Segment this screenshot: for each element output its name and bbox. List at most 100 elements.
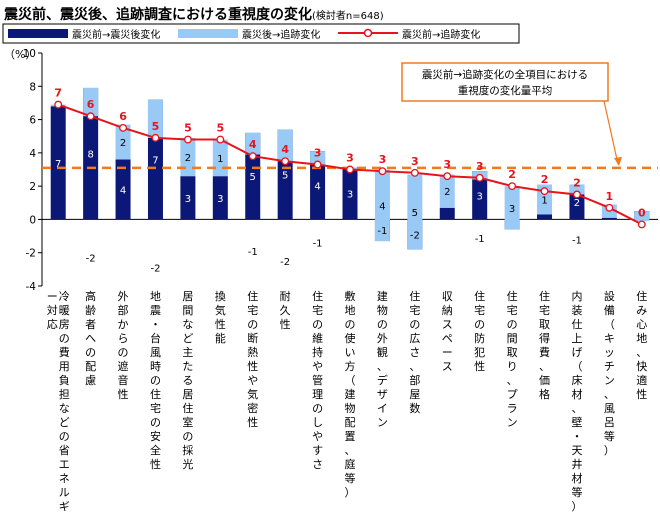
bar-label-series-1: 3 [476, 191, 482, 202]
bar-series-2 [569, 184, 585, 195]
category-label-char: 主 [182, 346, 193, 359]
line-point-series-3 [475, 173, 484, 182]
category-label-char: 高 [85, 289, 96, 303]
category-label-char: 時 [150, 360, 161, 373]
category-label-column: 住み心地、快適性 [636, 289, 647, 401]
category-label-char: ） [604, 444, 615, 457]
category-label-char: 犯 [474, 346, 485, 359]
line-label-series-3: 3 [379, 153, 387, 166]
category-label-char: チ [604, 360, 615, 373]
bar-series-1 [83, 87, 99, 220]
category-label-char: 心 [636, 318, 647, 331]
bar-label-series-2: 2 [120, 138, 126, 149]
category-label-column: 換気性能 [215, 290, 226, 345]
category-label-char: 、 [571, 402, 582, 415]
line-point-series-3 [183, 135, 192, 144]
category-label-char: 取 [539, 318, 550, 331]
bar-series-1 [601, 217, 617, 220]
category-label-char: 住 [182, 401, 193, 415]
annotation-frame [401, 62, 609, 102]
category-label-char: 材 [571, 387, 582, 401]
category-label-char: 安 [150, 429, 161, 443]
category-label-char: 屋 [409, 388, 420, 401]
bar-label-series-2: -1 [475, 234, 485, 245]
annotation-line-2: 重視度の変化量平均 [458, 84, 553, 97]
bar-series-2 [504, 186, 520, 230]
line-label-series-3: 3 [346, 152, 354, 165]
category-label-char: 能 [215, 331, 226, 345]
category-label-char: 方 [345, 359, 356, 373]
category-label-char: 住 [539, 289, 550, 303]
category-label-char: の [247, 318, 258, 331]
category-label-column: 耐久性 [280, 290, 291, 331]
category-label-column: 設備（キッチン、風呂等） [604, 289, 615, 457]
category-label-char: 外 [118, 290, 129, 303]
category-label-char: ン [604, 374, 615, 387]
category-label-char: 取 [507, 346, 518, 359]
category-label-char: デ [377, 373, 388, 387]
bar-label-series-1: 7 [152, 156, 158, 167]
bar-label-series-1: 4 [120, 185, 126, 196]
line-label-series-3: 5 [216, 122, 224, 135]
line-point-series-3 [151, 133, 160, 142]
category-label-char: ス [442, 318, 453, 331]
category-label-char: 性 [280, 317, 291, 331]
category-label-char: 住 [636, 289, 647, 303]
category-label-char: 内 [571, 289, 582, 303]
category-label-char: 地 [345, 304, 356, 317]
bar-series-1 [439, 207, 455, 220]
category-label-char: 適 [636, 373, 647, 387]
category-label: 耐久性 [280, 290, 291, 331]
category-label-char: 宅 [507, 303, 518, 317]
category-label-char: 全 [150, 443, 161, 457]
category-label-column: 住宅の間取り、プラン [507, 289, 518, 429]
category-label-char: キ [604, 332, 615, 345]
category-label-column: 住宅の防犯性 [474, 289, 485, 373]
category-label-char: な [59, 402, 70, 415]
bar-series-1 [537, 214, 553, 220]
category-label-char: （ [345, 374, 356, 387]
category-label-char: の [474, 318, 485, 331]
bar-label-series-2: 1 [541, 195, 547, 206]
category-label-char: の [345, 318, 356, 331]
line-label-series-3: 3 [443, 158, 451, 171]
category-label-char: 性 [474, 359, 485, 373]
category-label-char: 置 [345, 430, 356, 443]
category-label: 高齢者への配慮 [85, 289, 96, 387]
category-label-char: 理 [312, 388, 323, 401]
category-label-char: の [59, 430, 70, 443]
bar-series-2 [83, 87, 99, 117]
legend-frame [2, 23, 520, 44]
bar-series-2 [245, 132, 261, 155]
category-label: 設備（キッチン、風呂等） [604, 289, 615, 457]
category-label-char: 対 [47, 303, 58, 317]
category-label-char: の [85, 346, 96, 359]
chart-title-note: (検討者n=648) [312, 9, 384, 22]
category-label-char: る [182, 374, 193, 387]
bar-series-1 [50, 106, 66, 220]
plot-area: -4-2024681078-2427-232315-15-24-13-14-25… [23, 48, 658, 513]
line-point-series-3 [508, 182, 517, 191]
category-label-char: 床 [571, 373, 582, 387]
category-label-char: 性 [247, 359, 258, 373]
category-label-char: 、 [539, 360, 550, 373]
category-label-char: 断 [247, 331, 258, 345]
category-label-char: 室 [182, 415, 193, 429]
bar-label-series-1: 7 [55, 159, 61, 170]
category-label-char: 地 [636, 332, 647, 345]
category-label-column: 敷地の使い方（建物配置、庭等） [345, 289, 356, 499]
legend-swatch-series-1 [8, 29, 68, 38]
category-label-char: 仕 [571, 318, 582, 331]
category-label-char: の [182, 430, 193, 443]
category-label-char: 材 [571, 471, 582, 485]
category-label-char: 気 [215, 303, 226, 317]
category-label-char: 上 [571, 332, 582, 345]
category-label-char: 者 [85, 318, 96, 331]
legend-label-series-2: 震災後→追跡変化 [242, 28, 320, 41]
line-label-series-3: 6 [87, 98, 95, 111]
bar-series-2 [407, 174, 423, 250]
category-label-char: （ [571, 360, 582, 373]
category-label-char: 敷 [345, 289, 356, 303]
line-point-series-3 [216, 135, 225, 144]
category-label-char: の [118, 346, 129, 359]
